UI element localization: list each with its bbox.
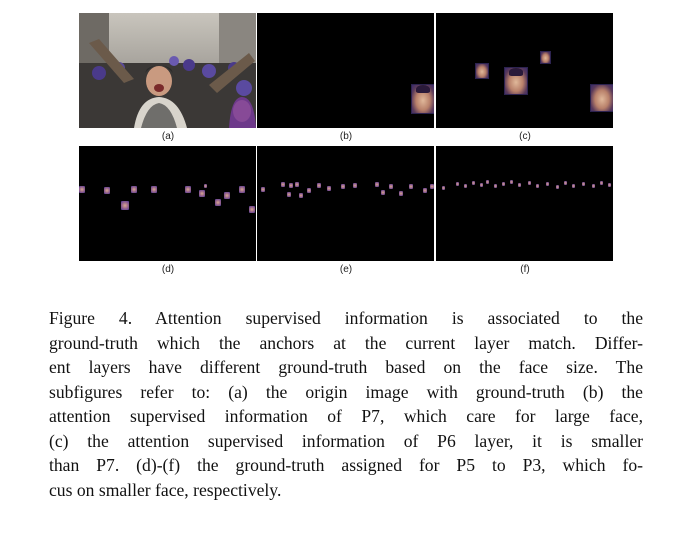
face-region (412, 85, 434, 113)
face-region (564, 181, 567, 185)
face-region (104, 187, 110, 194)
face-region (399, 191, 403, 196)
face-region (261, 187, 265, 192)
panel-e-p4-ground-truth (257, 146, 434, 261)
face-region (185, 186, 191, 193)
face-region (295, 182, 299, 187)
face-region (486, 180, 489, 184)
caption-line: ground-truth which the anchors at the cu… (49, 332, 643, 353)
face-region (541, 52, 550, 63)
face-region (556, 185, 559, 189)
face-region (430, 184, 434, 189)
caption-line: attention supervised information of P7, … (49, 406, 643, 426)
face-region (224, 192, 230, 199)
panel-d-p5-ground-truth (79, 146, 256, 261)
panel-c-p6-attention (436, 13, 613, 128)
panel-e-label: (e) (339, 264, 353, 275)
panel-b-p7-attention (257, 13, 434, 128)
face-region (423, 188, 427, 193)
face-region (591, 85, 613, 111)
caption-line: cus on smaller face, respectively. (49, 479, 282, 500)
face-region (307, 188, 311, 193)
face-region (299, 193, 303, 198)
face-region (472, 181, 475, 185)
face-region (375, 182, 379, 187)
face-region (456, 182, 459, 186)
face-region (131, 186, 137, 193)
caption-line: ent layers have different ground-truth b… (49, 357, 643, 377)
caption-line: subfigures refer to: (a) the origin imag… (49, 381, 643, 402)
face-region (79, 186, 85, 193)
face-region (381, 190, 385, 195)
face-region (480, 183, 483, 187)
caption-line: (c) the attention supervised information… (49, 430, 643, 451)
face-region (536, 184, 539, 188)
face-region (592, 184, 595, 188)
face-region (317, 183, 321, 188)
face-region (341, 184, 345, 189)
face-region (281, 182, 285, 187)
panel-b-label: (b) (339, 131, 353, 142)
face-region (494, 184, 497, 188)
face-region (204, 184, 207, 188)
face-region (464, 184, 467, 188)
face-region (600, 181, 603, 185)
panel-a-label: (a) (161, 131, 175, 142)
crowd-photo (79, 13, 256, 128)
panel-c-label: (c) (519, 131, 531, 142)
caption-line: Figure 4. Attention supervised informati… (49, 308, 643, 328)
face-region (215, 199, 221, 206)
panel-a-origin-image (79, 13, 256, 128)
face-region (151, 186, 157, 193)
panel-f-p3-ground-truth (436, 146, 613, 261)
face-region (353, 183, 357, 188)
face-region (546, 182, 549, 186)
face-region (289, 183, 293, 188)
face-region (518, 183, 521, 187)
face-region (249, 206, 255, 213)
face-region (121, 201, 129, 210)
face-region (505, 68, 527, 94)
panel-d-label: (d) (161, 264, 175, 275)
face-region (442, 186, 445, 190)
face-region (528, 181, 531, 185)
face-region (572, 184, 575, 188)
face-region (287, 192, 291, 197)
face-region (608, 183, 611, 187)
face-region (199, 190, 205, 197)
face-region (510, 180, 513, 184)
caption-line: than P7. (d)-(f) the ground-truth assign… (49, 455, 643, 475)
face-region (327, 186, 331, 191)
face-region (409, 184, 413, 189)
face-region (476, 64, 488, 78)
figure-caption: Figure 4. Attention supervised informati… (49, 306, 643, 502)
face-region (389, 184, 393, 189)
face-region (582, 182, 585, 186)
face-region (502, 182, 505, 186)
panel-f-label: (f) (520, 264, 530, 275)
face-region (239, 186, 245, 193)
